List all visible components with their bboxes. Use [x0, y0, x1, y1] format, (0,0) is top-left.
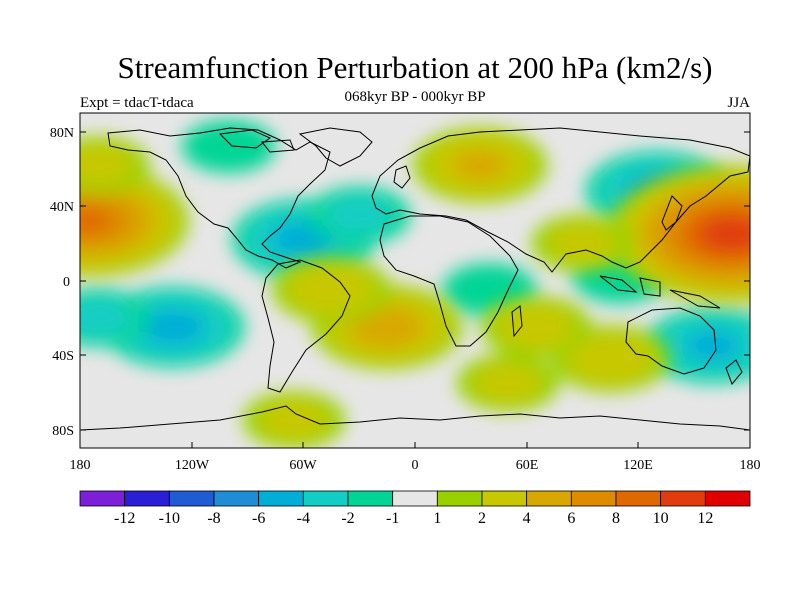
positive-contour — [566, 333, 655, 384]
map-title: Streamfunction Perturbation at 200 hPa (… — [117, 50, 713, 85]
positive-contour — [286, 264, 376, 315]
coast-australia — [625, 307, 717, 375]
colorbar-label: -4 — [297, 510, 310, 527]
positive-contour — [349, 305, 425, 349]
map-subtitle: 068kyr BP - 000kyr BP — [344, 89, 486, 105]
colorbar-label: -12 — [114, 510, 135, 527]
coast-british-isles — [393, 165, 411, 189]
y-tick-label-40s: 40S — [52, 349, 74, 364]
colorbar-label: 12 — [697, 510, 713, 527]
coast-arctic-islands — [218, 129, 295, 153]
x-tick-label-180e: 180 — [740, 458, 761, 473]
coast-madagascar — [511, 305, 523, 338]
colorbar-swatch — [258, 490, 304, 507]
x-tick-label-0: 0 — [412, 458, 419, 473]
x-tick-label-60w: 60W — [289, 458, 317, 473]
colorbar-swatch — [436, 490, 483, 507]
colorbar-label: 10 — [653, 510, 669, 527]
map-panel — [80, 113, 750, 448]
coast-greenland — [298, 127, 373, 167]
colorbar-label: 6 — [567, 510, 575, 527]
season-label: JJA — [727, 95, 750, 111]
coast-antarctica — [80, 405, 750, 431]
y-tick-label-80s: 80S — [52, 424, 74, 439]
colorbar-swatch — [704, 490, 751, 507]
colorbar-swatch — [213, 490, 260, 507]
colorbar-swatch — [79, 490, 126, 507]
colorbar-swatch — [660, 490, 706, 507]
y-tick-label-40n: 40N — [50, 200, 74, 215]
positive-contour — [80, 145, 133, 185]
x-tick-label-60e: 60E — [516, 458, 539, 473]
positive-contour — [259, 400, 329, 440]
coast-north-america — [107, 127, 331, 269]
coast-japan — [661, 195, 683, 231]
colorbar-swatch — [168, 490, 215, 507]
colorbar-label: 4 — [523, 510, 531, 527]
y-tick-label-80n: 80N — [50, 126, 74, 141]
colorbar-labels: -12 -10 -8 -6 -4 -2 -1 1 2 4 6 8 10 12 — [114, 510, 713, 527]
x-tick-label-180w: 180 — [70, 458, 91, 473]
coast-africa — [379, 215, 519, 347]
positive-contour — [700, 216, 750, 252]
negative-contour — [685, 330, 740, 361]
colorbar-swatch — [302, 490, 349, 507]
colorbar-swatch — [124, 490, 170, 507]
colorbar-swatch — [481, 490, 528, 507]
colorbar-label: 2 — [478, 510, 486, 527]
colorbar — [79, 490, 751, 507]
coast-south-america — [261, 259, 351, 393]
positive-contour — [548, 224, 617, 263]
positive-anomalies — [80, 127, 750, 448]
colorbar-label: -1 — [386, 510, 399, 527]
coast-maritime-continent — [599, 275, 721, 309]
colorbar-label: -10 — [159, 510, 180, 527]
x-tick-label-120e: 120E — [623, 458, 653, 473]
colorbar-swatch — [570, 490, 617, 507]
positive-contour — [473, 363, 543, 403]
positive-contour — [80, 208, 112, 234]
positive-contour — [453, 149, 508, 181]
y-tick-label-0: 0 — [63, 275, 70, 290]
positive-contour — [496, 304, 576, 350]
experiment-label: Expt = tdacT-tdaca — [80, 95, 194, 111]
x-tick-label-120w: 120W — [175, 458, 210, 473]
coastlines — [80, 127, 750, 431]
colorbar-label: -2 — [341, 510, 354, 527]
colorbar-swatch — [392, 490, 438, 507]
colorbar-label: 1 — [433, 510, 441, 527]
negative-contour — [181, 119, 277, 174]
negative-contour — [80, 298, 133, 337]
colorbar-swatch — [526, 490, 572, 507]
axis-tick-marks — [79, 131, 751, 448]
colorbar-swatch — [347, 490, 394, 507]
negative-contour — [325, 196, 394, 235]
colorbar-swatch — [615, 490, 662, 507]
coast-eurasia — [371, 127, 750, 273]
streamfunction-field — [80, 119, 750, 448]
coast-new-zealand — [725, 359, 743, 385]
colorbar-label: -6 — [252, 510, 265, 527]
negative-contour — [140, 308, 206, 346]
colorbar-label: -8 — [207, 510, 220, 527]
colorbar-label: 8 — [612, 510, 620, 527]
